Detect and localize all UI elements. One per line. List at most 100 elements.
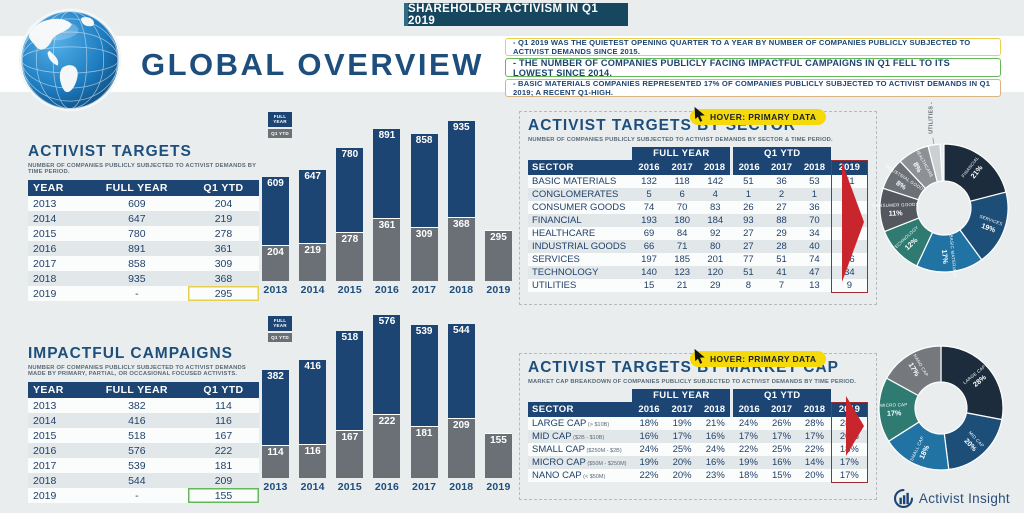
table-row-industrial-goods[interactable]: INDUSTRIAL GOODS 66 71 80 27 28 40 23 (528, 239, 869, 253)
bar-value-label: 114 (267, 447, 284, 458)
section-title: IMPACTFUL CAMPAIGNS (28, 345, 233, 362)
hover-primary-data-badge[interactable]: HOVER: PRIMARY DATA (690, 348, 827, 367)
table-row-conglomerates[interactable]: CONGLOMERATES 5 6 4 1 2 1 1 (528, 187, 869, 201)
cell: 1 (731, 187, 765, 201)
cell: 70 (798, 213, 832, 227)
bar-q1-ytd: 222 (373, 414, 401, 478)
column-header: 2018 (698, 160, 732, 175)
bar-value-label: 181 (415, 428, 433, 439)
cell: 2 (764, 187, 799, 201)
cell: 18% (731, 468, 765, 482)
column-header: 2016 (632, 402, 666, 417)
cell: 6 (665, 187, 699, 201)
cell-2019: 17% (830, 455, 869, 469)
legend-q1-ytd: Q1 YTD (268, 332, 292, 342)
cell: 19% (731, 455, 765, 469)
brand-name: Activist Insight (918, 491, 1010, 506)
column-header: Q1 YTD (187, 180, 259, 196)
x-axis-label: 2013 (263, 284, 288, 296)
marketcap-donut-chart[interactable]: LARGE CAP28%MID CAP20%SMALL CAP18%MICRO … (864, 326, 1018, 490)
activist-targets-panel: ACTIVIST TARGETS NUMBER OF COMPANIES PUB… (28, 143, 259, 301)
donut-slice-utilities[interactable] (927, 143, 943, 183)
cell: 2016 (28, 443, 86, 458)
table-row-technology[interactable]: TECHNOLOGY 140 123 120 51 41 47 34 (528, 265, 869, 279)
cell: 576 (85, 443, 188, 458)
cell: 544 (85, 473, 188, 488)
cell: 2013 (28, 398, 86, 413)
column-header: FULL YEAR (85, 382, 188, 398)
highlight-bullet: - BASIC MATERIALS COMPANIES REPRESENTED … (505, 79, 1001, 97)
cell: 53 (798, 174, 832, 188)
cell: 24% (698, 442, 732, 456)
row-label: CONSUMER GOODS (528, 200, 633, 214)
x-axis-label: 2013 (263, 481, 288, 493)
table-row-large-cap[interactable]: LARGE CAP (> $10B) 18% 19% 21% 24% 26% 28% 28% (528, 416, 869, 430)
cell: 15% (764, 468, 799, 482)
bar-q1-ytd: 309 (410, 227, 438, 281)
column-header: 2017 (764, 402, 799, 417)
bar-q1-ytd: 114 (262, 445, 289, 478)
cell: 142 (698, 174, 732, 188)
cell: 204 (187, 196, 259, 211)
table-row-micro-cap[interactable]: MICRO CAP ($50M - $250M) 19% 20% 16% 19% 16% 1… (528, 455, 869, 469)
row-label: FINANCIAL (528, 213, 633, 227)
table-row: 2016 891 361 (28, 241, 259, 256)
cell: 416 (85, 413, 188, 428)
sector-donut-chart[interactable]: FINANCIAL21%SERVICES19%BASIC MATERIALS17… (868, 100, 1020, 300)
donut-slice-large-cap[interactable] (940, 345, 1004, 421)
table-row-basic-materials[interactable]: BASIC MATERIALS 132 118 142 51 36 53 51 (528, 174, 869, 188)
bar-chart-legend: FULL YEAR Q1 YTD (268, 112, 292, 140)
donut-slice-nano-cap[interactable] (885, 345, 942, 397)
cell: 84 (665, 226, 699, 240)
highlight-bullet: - THE NUMBER OF COMPANIES PUBLICLY FACIN… (505, 58, 1001, 78)
bar-value-label: 167 (341, 432, 359, 443)
cell: 361 (187, 241, 259, 256)
cell: 21% (698, 416, 732, 430)
cell: 2019 (28, 286, 86, 301)
column-header: 2018 (698, 402, 732, 417)
bar-value-label: 222 (378, 416, 396, 427)
cell: 2014 (28, 211, 86, 226)
table-row-utilities[interactable]: UTILITIES 15 21 29 8 7 13 9 (528, 278, 869, 293)
activist-targets-bar-chart: 609 204 2013 647 219 2014 780 278 2015 891 361 2016… (262, 118, 512, 296)
cursor-icon (694, 106, 705, 122)
hover-label: HOVER: PRIMARY DATA (710, 112, 817, 122)
bar-chart-legend: FULL YEAR Q1 YTD (268, 316, 292, 344)
cell: 118 (665, 174, 699, 188)
cell: 25% (764, 442, 799, 456)
cell: 140 (632, 265, 666, 279)
column-header: 2017 (764, 160, 799, 175)
page-title: GLOBAL OVERVIEW (141, 47, 484, 82)
hover-primary-data-badge[interactable]: HOVER: PRIMARY DATA (690, 106, 827, 125)
table-row-consumer-goods[interactable]: CONSUMER GOODS 74 70 83 26 27 36 33 (528, 200, 869, 214)
table-row-small-cap[interactable]: SMALL CAP ($250M - $2B) 24% 25% 24% 22% 25% 22… (528, 442, 869, 456)
table-row-mid-cap[interactable]: MID CAP ($2B - $10B) 16% 17% 16% 17% 17% 17% 20… (528, 429, 869, 443)
cell: 29 (698, 278, 732, 292)
table-row: 2013 609 204 (28, 196, 259, 211)
cell: 19% (665, 416, 699, 430)
red-arrow-marketcap (846, 396, 864, 456)
cell: 16% (698, 455, 732, 469)
callout-line (932, 137, 935, 144)
column-header: SECTOR (528, 402, 633, 417)
table-row: 2016 576 222 (28, 443, 259, 458)
table-row-healthcare[interactable]: HEALTHCARE 69 84 92 27 29 34 25 (528, 226, 869, 240)
cell: 28 (764, 239, 799, 253)
cell: 83 (698, 200, 732, 214)
cell: 539 (85, 458, 188, 473)
table-row-financial[interactable]: FINANCIAL 193 180 184 93 88 70 63 (528, 213, 869, 227)
cell: 25% (665, 442, 699, 456)
bar-value-label: 780 (341, 149, 359, 160)
column-header: 2018 (798, 402, 832, 417)
table-row: 2017 539 181 (28, 458, 259, 473)
cell: 19% (632, 455, 666, 469)
column-header: 2017 (665, 402, 699, 417)
table-row-nano-cap[interactable]: NANO CAP (< $50M) 22% 20% 23% 18% 15% 20% 17% (528, 468, 869, 483)
cell: 51 (731, 174, 765, 188)
cell: 77 (731, 252, 765, 266)
bar-group-2016: 891 361 2016 (373, 129, 401, 296)
table-row-services[interactable]: SERVICES 197 185 201 77 51 74 56 (528, 252, 869, 266)
row-label: HEALTHCARE (528, 226, 633, 240)
bar-group-2019: 155 2019 (484, 433, 512, 493)
bar-value-label: 416 (304, 361, 321, 372)
